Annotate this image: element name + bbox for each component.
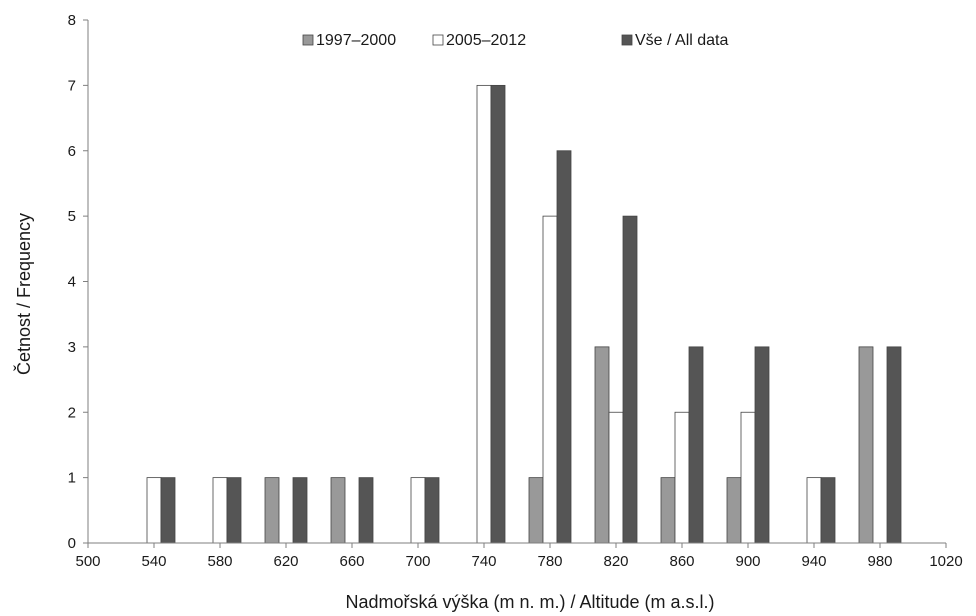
legend-swatch-1 xyxy=(432,34,444,46)
x-tick-label: 500 xyxy=(75,553,100,570)
bar-series-2-cat-980 xyxy=(886,346,902,544)
axes-group: 0 1 2 3 4 5 6 7 8 500 540 580 620 660 700 740 780 820 860 9… xyxy=(68,12,963,570)
x-tick-label: 620 xyxy=(273,553,298,570)
bar-series-1-cat-780 xyxy=(542,215,558,544)
bar-series-0-cat-980 xyxy=(858,346,874,544)
bar-series-0-cat-780 xyxy=(528,477,544,544)
x-tick-label: 740 xyxy=(471,553,496,570)
x-tick-label: 780 xyxy=(537,553,562,570)
bar-series-1-cat-580 xyxy=(212,477,228,544)
x-tick-label: 1020 xyxy=(929,553,962,570)
bar-series-2-cat-540 xyxy=(160,477,176,544)
bar-series-0-cat-860 xyxy=(660,477,676,544)
x-tick-label: 940 xyxy=(801,553,826,570)
bar-series-2-cat-660 xyxy=(358,477,374,544)
bar-series-1-cat-900 xyxy=(740,411,756,544)
legend-swatch-2 xyxy=(621,34,633,46)
bar-series-2-cat-860 xyxy=(688,346,704,544)
x-tick-label: 660 xyxy=(339,553,364,570)
x-tick-label: 980 xyxy=(867,553,892,570)
bar-series-2-cat-580 xyxy=(226,477,242,544)
bar-series-2-cat-620 xyxy=(292,477,308,544)
x-tick-label: 580 xyxy=(207,553,232,570)
x-axis-title: Nadmořská výška (m n. m.) / Altitude (m … xyxy=(345,592,714,612)
legend-swatch-0 xyxy=(302,34,314,46)
x-tick-label: 900 xyxy=(735,553,760,570)
legend: 1997–2000 2005–2012 Vše / All data xyxy=(302,32,728,49)
bar-series-1-cat-700 xyxy=(410,477,426,544)
bar-series-2-cat-900 xyxy=(754,346,770,544)
bar-series-1-cat-820 xyxy=(608,411,624,544)
x-tick-label: 820 xyxy=(603,553,628,570)
y-tick-label: 0 xyxy=(68,535,76,552)
y-tick-label: 1 xyxy=(68,470,76,487)
bar-series-2-cat-780 xyxy=(556,150,572,544)
legend-label-0: 1997–2000 xyxy=(316,32,396,49)
y-axis-title: Četnost / Frequency xyxy=(13,213,34,375)
bar-series-2-cat-740 xyxy=(490,84,506,544)
y-tick-label: 3 xyxy=(68,339,76,356)
bar-series-0-cat-900 xyxy=(726,477,742,544)
x-tick-label: 700 xyxy=(405,553,430,570)
legend-label-2: Vše / All data xyxy=(635,32,728,49)
bar-series-1-cat-940 xyxy=(806,477,822,544)
bar-series-0-cat-660 xyxy=(330,477,346,544)
bars-group xyxy=(146,84,902,544)
bar-series-2-cat-940 xyxy=(820,477,836,544)
bar-series-1-cat-540 xyxy=(146,477,162,544)
bar-series-2-cat-700 xyxy=(424,477,440,544)
y-tick-label: 5 xyxy=(68,208,76,225)
bar-series-2-cat-820 xyxy=(622,215,638,544)
y-tick-label: 4 xyxy=(68,274,76,291)
bar-series-0-cat-620 xyxy=(264,477,280,544)
y-tick-label: 2 xyxy=(68,404,76,421)
bar-series-1-cat-860 xyxy=(674,411,690,544)
y-tick-label: 7 xyxy=(68,77,76,94)
x-tick-label: 540 xyxy=(141,553,166,570)
y-tick-label: 8 xyxy=(68,12,76,29)
y-tick-label: 6 xyxy=(68,143,76,160)
legend-label-1: 2005–2012 xyxy=(446,32,526,49)
bar-series-0-cat-820 xyxy=(594,346,610,544)
x-tick-label: 860 xyxy=(669,553,694,570)
bar-series-1-cat-740 xyxy=(476,84,492,544)
